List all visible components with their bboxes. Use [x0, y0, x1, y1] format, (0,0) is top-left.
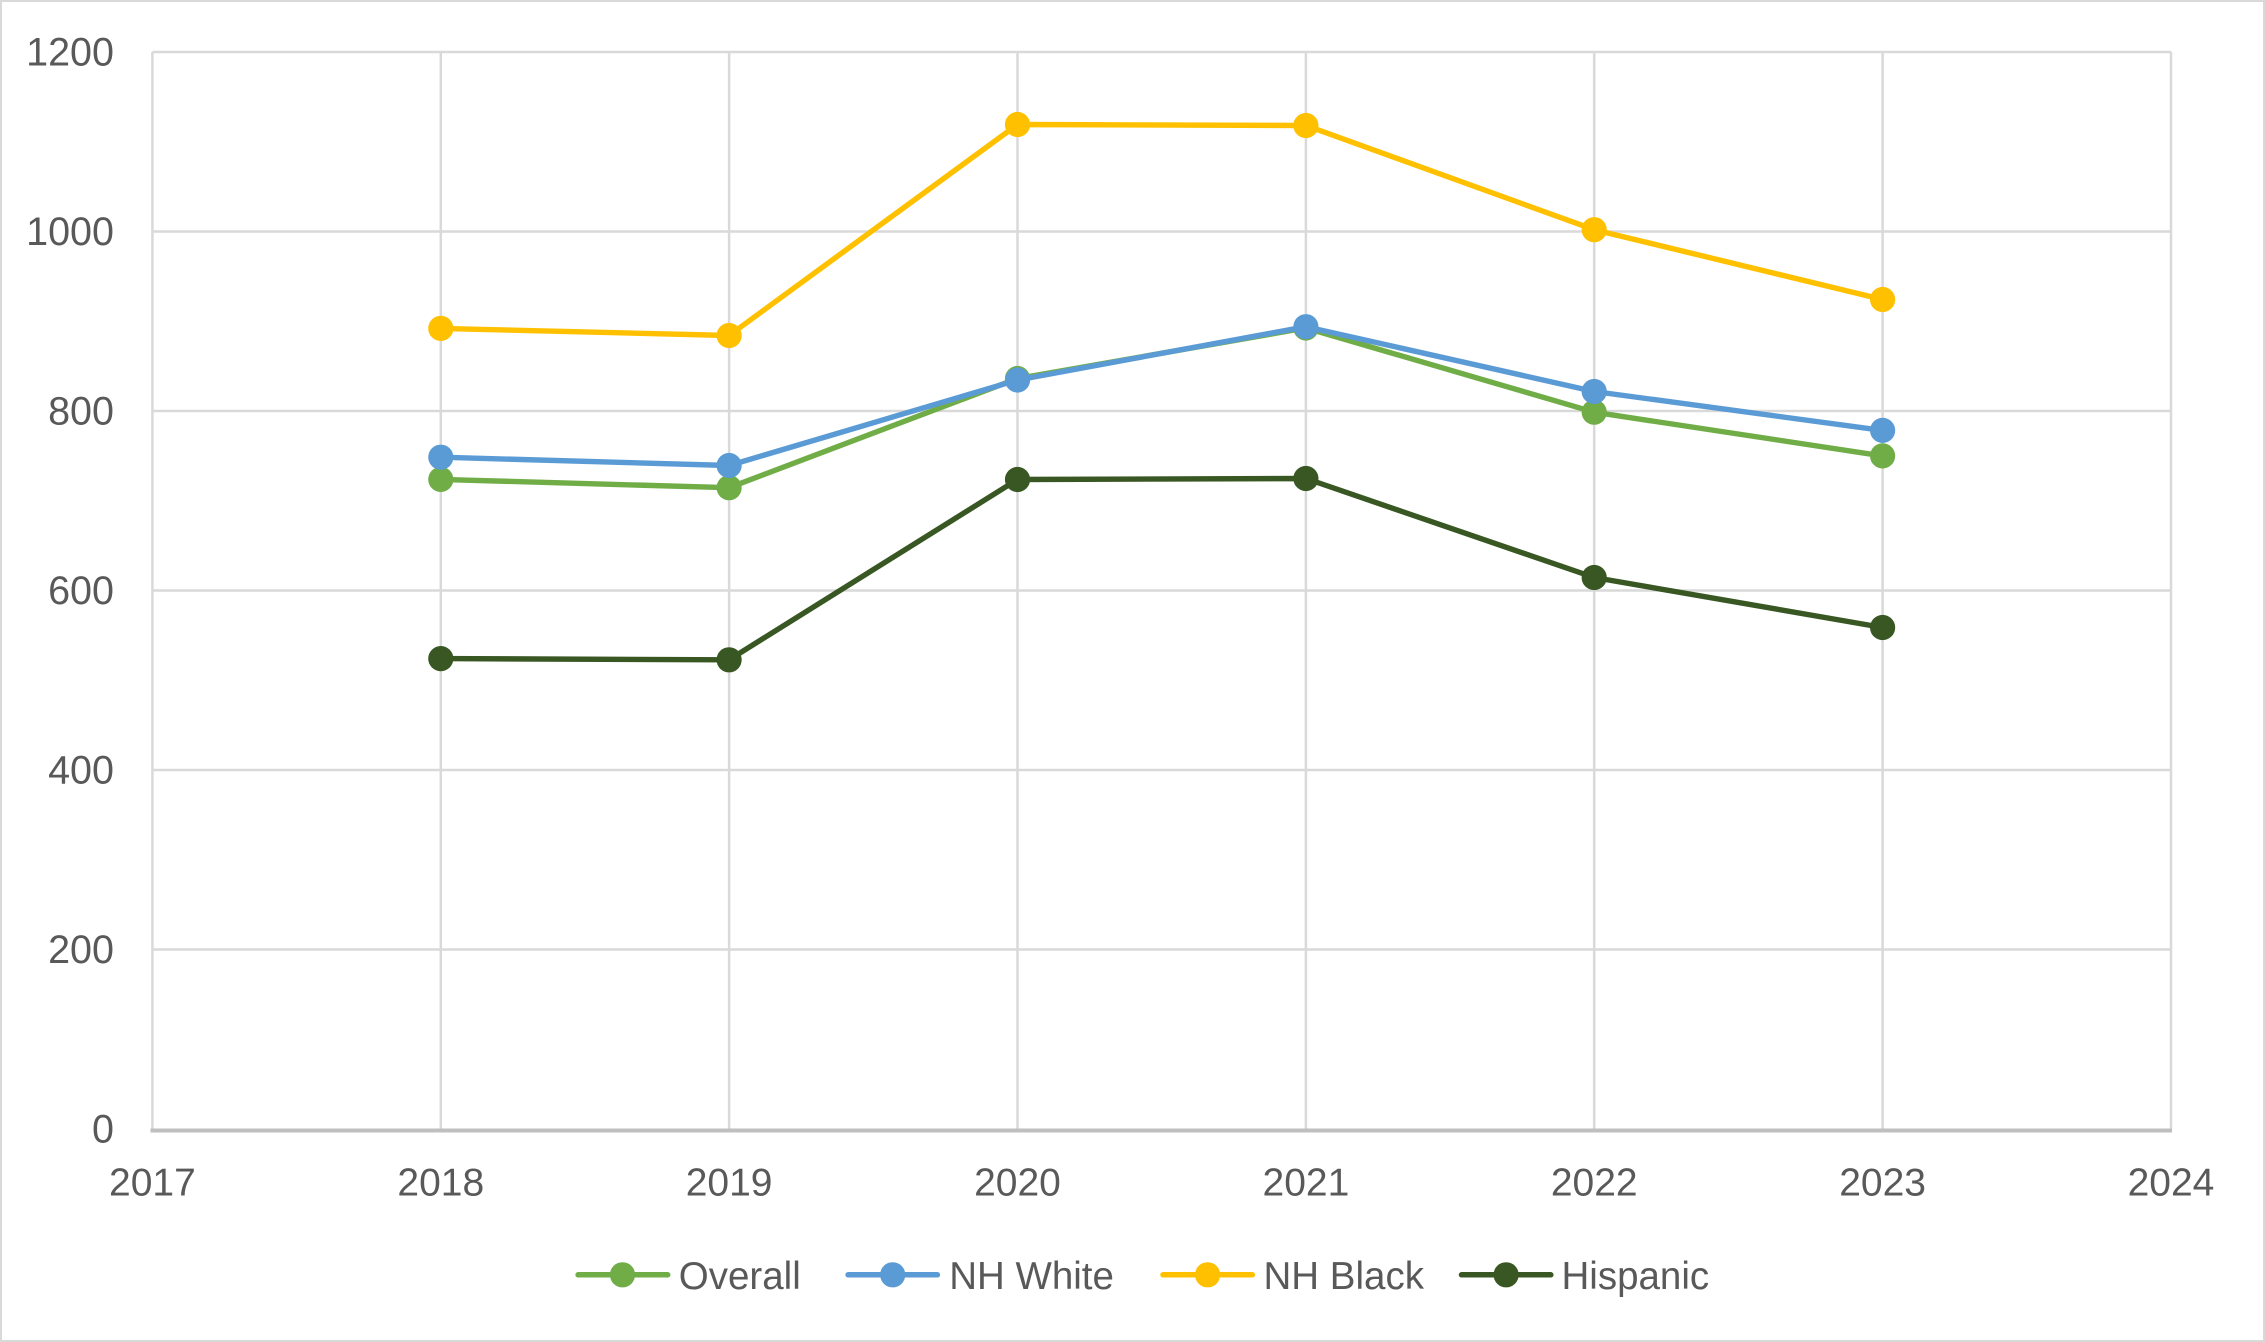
svg-text:2018: 2018	[397, 1162, 484, 1205]
svg-text:400: 400	[48, 749, 114, 793]
svg-text:Overall: Overall	[679, 1255, 801, 1298]
svg-text:NH Black: NH Black	[1264, 1255, 1425, 1298]
svg-text:2022: 2022	[1551, 1162, 1638, 1205]
svg-text:800: 800	[48, 390, 114, 434]
svg-text:2021: 2021	[1263, 1162, 1350, 1205]
svg-text:2017: 2017	[109, 1162, 196, 1205]
svg-text:2019: 2019	[686, 1162, 773, 1205]
svg-text:1000: 1000	[26, 210, 114, 254]
svg-text:2024: 2024	[2128, 1162, 2215, 1205]
svg-text:1200: 1200	[26, 31, 114, 75]
svg-text:2023: 2023	[1839, 1162, 1926, 1205]
svg-text:0: 0	[92, 1108, 114, 1152]
svg-text:600: 600	[48, 569, 114, 613]
svg-text:2020: 2020	[974, 1162, 1061, 1205]
svg-text:200: 200	[48, 928, 114, 972]
svg-text:Hispanic: Hispanic	[1562, 1255, 1710, 1298]
svg-text:NH White: NH White	[949, 1255, 1114, 1298]
